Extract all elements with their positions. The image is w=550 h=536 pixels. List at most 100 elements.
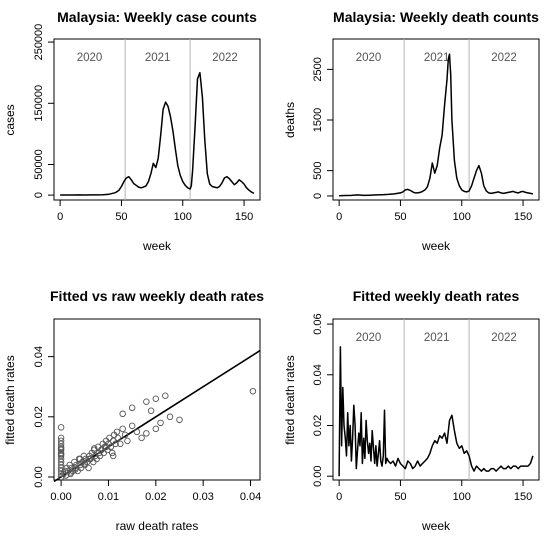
data-point bbox=[57, 434, 65, 442]
chart-title: Fitted weekly death rates bbox=[353, 288, 520, 304]
data-point bbox=[107, 443, 115, 451]
x-tick-label: 150 bbox=[514, 491, 532, 503]
y-tick-label: 0.00 bbox=[33, 466, 45, 487]
data-point bbox=[85, 464, 92, 472]
data-point bbox=[249, 387, 257, 395]
x-tick-label: 0 bbox=[336, 491, 342, 503]
y-tick-label: 0.00 bbox=[312, 465, 324, 486]
data-point bbox=[128, 404, 136, 412]
plot-area: 0 50 100 150 0 50000 150000 250000 2020 2021 2022 bbox=[33, 24, 255, 223]
fitted-rates-chart: Fitted weekly death rates 0 50 100 1500.000… bbox=[283, 288, 540, 533]
x-tick-label: 150 bbox=[514, 211, 532, 223]
year-label: 2022 bbox=[212, 52, 238, 64]
y-tick-label: 0.04 bbox=[312, 364, 324, 385]
y-tick-label: 150000 bbox=[33, 85, 45, 122]
data-point bbox=[147, 407, 155, 415]
data-point bbox=[124, 437, 131, 445]
x-tick-label: 100 bbox=[453, 211, 471, 223]
plot-frame bbox=[53, 38, 261, 201]
data-point bbox=[102, 443, 110, 451]
y-tick-label: 50000 bbox=[33, 149, 45, 180]
y-tick-label: 0.04 bbox=[33, 346, 45, 367]
chart-title: Fitted vs raw weekly death rates bbox=[50, 288, 264, 304]
x-tick-label: 50 bbox=[115, 211, 127, 223]
y-tick-label: 500 bbox=[312, 161, 324, 179]
plot-frame bbox=[332, 318, 540, 481]
plot-frame bbox=[53, 318, 261, 481]
x-tick-label: 50 bbox=[394, 211, 406, 223]
x-tick-label: 0.00 bbox=[50, 491, 71, 503]
x-axis-label: week bbox=[421, 519, 451, 533]
y-tick-label: 250000 bbox=[33, 24, 45, 61]
data-point bbox=[152, 425, 160, 433]
year-label: 2020 bbox=[77, 52, 103, 64]
data-point bbox=[67, 469, 74, 476]
y-tick-label: 1500 bbox=[312, 108, 324, 132]
data-point bbox=[143, 430, 150, 437]
data-point bbox=[57, 437, 65, 445]
data-point bbox=[117, 440, 124, 448]
y-tick-label: 0 bbox=[33, 192, 45, 198]
x-tick-label: 0.03 bbox=[192, 491, 213, 503]
year-label: 2022 bbox=[491, 332, 517, 344]
x-tick-label: 150 bbox=[235, 211, 253, 223]
data-point bbox=[73, 461, 80, 469]
x-axis-label: raw death rates bbox=[116, 519, 199, 533]
y-axis-label: cases bbox=[3, 104, 17, 135]
x-tick-label: 0 bbox=[57, 211, 63, 223]
data-point bbox=[62, 472, 70, 479]
data-point bbox=[138, 434, 145, 442]
fitted-vs-raw-chart: Fitted vs raw weekly death rates 0.00 0.0… bbox=[3, 288, 264, 533]
data-point bbox=[98, 446, 105, 454]
y-tick-label: 0 bbox=[312, 193, 324, 199]
year-label: 2020 bbox=[356, 332, 382, 344]
data-point bbox=[57, 424, 65, 431]
deaths-chart: Malaysia: Weekly death counts 0 50 100 1500… bbox=[283, 9, 540, 253]
data-point bbox=[113, 428, 121, 436]
year-label: 2021 bbox=[424, 332, 450, 344]
y-axis-label: fitted death rates bbox=[3, 355, 17, 444]
chart-title: Malaysia: Weekly death counts bbox=[333, 9, 539, 25]
y-axis-label: deaths bbox=[283, 102, 297, 138]
x-tick-label: 0 bbox=[336, 211, 342, 223]
data-point bbox=[176, 416, 183, 424]
series-line bbox=[60, 71, 255, 196]
x-tick-label: 100 bbox=[453, 491, 471, 503]
data-point bbox=[152, 395, 160, 402]
data-point bbox=[143, 398, 150, 406]
x-tick-label: 0.02 bbox=[145, 491, 166, 503]
x-tick-label: 0.04 bbox=[240, 491, 261, 503]
y-axis-label: fitted death rates bbox=[283, 355, 297, 444]
year-label: 2021 bbox=[145, 52, 171, 64]
series-line bbox=[338, 346, 534, 477]
data-point bbox=[121, 431, 129, 439]
data-point bbox=[57, 451, 65, 458]
x-tick-label: 50 bbox=[394, 491, 406, 503]
plot-frame bbox=[332, 38, 540, 201]
data-point bbox=[114, 434, 122, 442]
y-tick-label: 0.06 bbox=[312, 313, 324, 334]
data-point bbox=[133, 428, 141, 436]
data-point bbox=[119, 410, 126, 418]
data-point bbox=[76, 455, 84, 463]
x-tick-label: 100 bbox=[174, 211, 192, 223]
year-label: 2022 bbox=[491, 52, 517, 64]
data-point bbox=[162, 392, 169, 399]
y-tick-label: 0.02 bbox=[312, 415, 324, 436]
cases-chart: Malaysia: Weekly case counts 0 50 100 150 0 5… bbox=[3, 9, 261, 253]
x-axis-label: week bbox=[421, 239, 451, 253]
data-point bbox=[68, 464, 75, 472]
data-point bbox=[109, 452, 117, 460]
series-line bbox=[339, 53, 534, 197]
plot-area: 0 50 100 150 0.00 0.02 0.04 0.06 2020 2021 2022 bbox=[312, 313, 534, 503]
y-tick-label: 2500 bbox=[312, 57, 324, 81]
x-axis-label: week bbox=[142, 239, 172, 253]
year-label: 2021 bbox=[424, 52, 450, 64]
plot-area: 0.00 0.01 0.02 0.03 0.04 0.00 0.02 0.04 bbox=[33, 346, 261, 503]
data-point bbox=[91, 445, 98, 452]
data-point bbox=[81, 460, 89, 467]
data-point bbox=[157, 419, 164, 427]
data-point bbox=[166, 413, 174, 421]
